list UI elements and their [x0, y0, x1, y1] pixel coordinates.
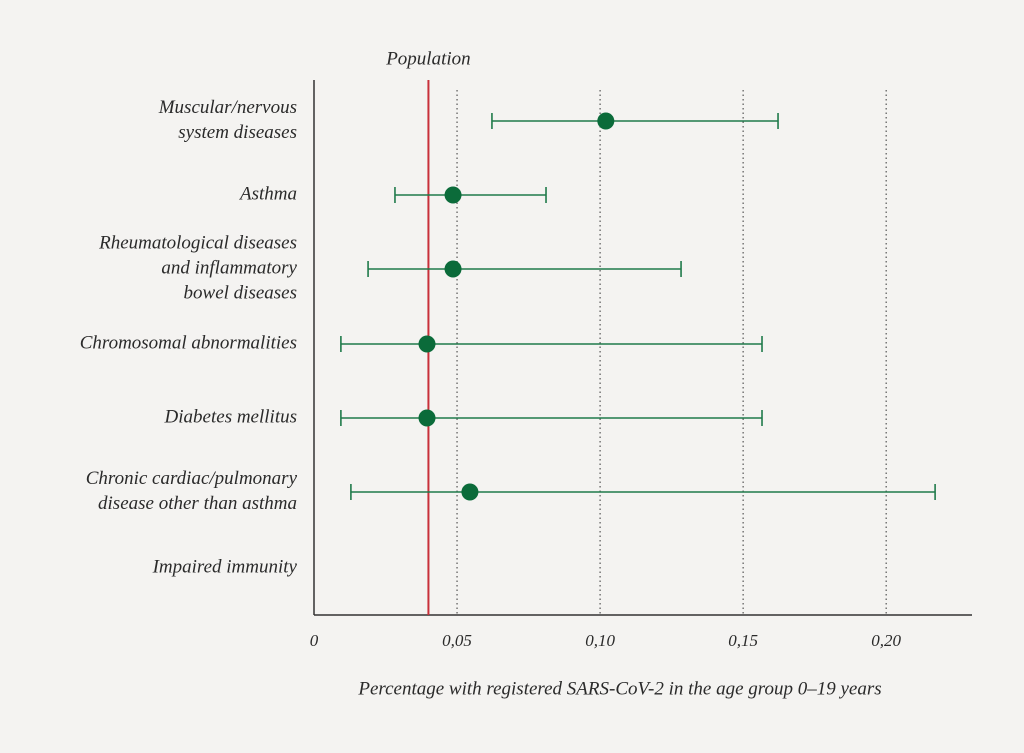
point: [418, 335, 436, 353]
category-label: disease other than asthma: [98, 493, 297, 514]
point: [444, 260, 462, 278]
x-tick-label: 0,05: [442, 631, 472, 650]
category-label: Muscular/nervous: [158, 97, 297, 118]
point: [418, 409, 436, 427]
category-label: Chronic cardiac/pulmonary: [86, 468, 298, 489]
x-tick-label: 0: [310, 631, 319, 650]
x-tick-label: 0,20: [871, 631, 901, 650]
category-label: bowel diseases: [184, 282, 297, 303]
category-label: system diseases: [178, 122, 297, 143]
point: [461, 483, 479, 501]
category-label: Rheumatological diseases: [98, 232, 297, 253]
point: [597, 112, 615, 130]
reference-label: Population: [385, 48, 470, 69]
category-label: Chromosomal abnormalities: [80, 332, 297, 353]
category-label: Asthma: [238, 183, 297, 204]
category-label: and inflammatory: [161, 257, 297, 278]
x-axis-label: Percentage with registered SARS-CoV-2 in…: [357, 678, 881, 699]
point: [444, 186, 462, 204]
category-label: Diabetes mellitus: [164, 406, 297, 427]
x-tick-label: 0,15: [728, 631, 758, 650]
category-label: Impaired immunity: [152, 556, 298, 577]
x-tick-label: 0,10: [585, 631, 615, 650]
